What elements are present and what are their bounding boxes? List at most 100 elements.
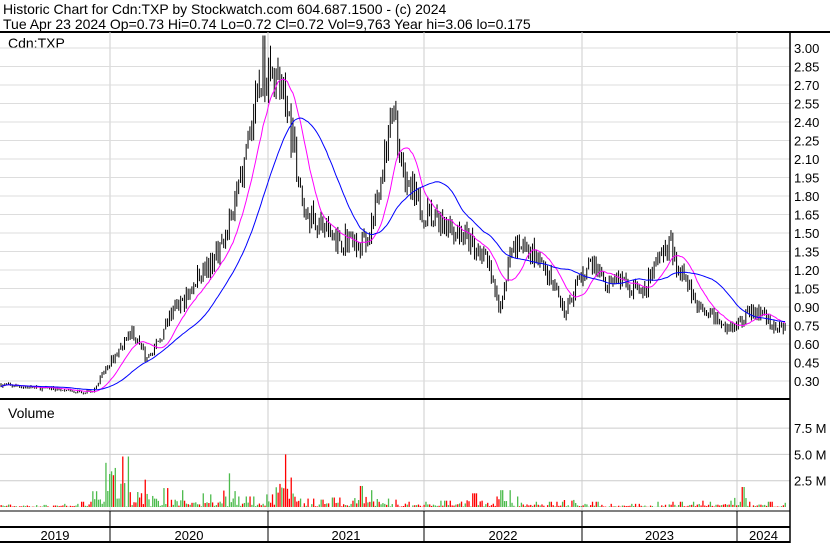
- volume-bar: [161, 505, 163, 507]
- volume-bar: [105, 462, 107, 507]
- volume-bar: [777, 506, 779, 507]
- volume-bar: [644, 505, 646, 507]
- volume-bar: [22, 505, 25, 507]
- volume-bar: [533, 504, 536, 507]
- volume-bar: [361, 485, 363, 507]
- volume-bar: [402, 506, 405, 507]
- price-tick-label: 0.45: [794, 356, 819, 371]
- volume-bar: [492, 503, 494, 507]
- volume-bar: [363, 503, 365, 507]
- volume-bar: [414, 505, 416, 507]
- volume-bar: [500, 490, 502, 507]
- volume-bar: [266, 494, 268, 507]
- volume-bar: [719, 505, 721, 507]
- volume-bar: [221, 503, 223, 507]
- volume-bar: [438, 505, 440, 507]
- price-tick-label: 1.65: [794, 208, 819, 223]
- volume-bar: [593, 505, 596, 507]
- volume-bar: [288, 498, 290, 507]
- volume-bar: [451, 505, 453, 507]
- volume-bar: [225, 496, 227, 507]
- volume-bar: [758, 504, 760, 507]
- volume-bar: [191, 502, 193, 507]
- volume-bar: [539, 505, 541, 507]
- volume-bar: [715, 504, 717, 507]
- volume-bar: [677, 504, 680, 507]
- volume-bar: [709, 501, 712, 507]
- volume-bar: [86, 505, 88, 507]
- volume-bar: [747, 505, 749, 507]
- volume-bar: [590, 505, 592, 507]
- volume-bar: [339, 497, 341, 507]
- volume-bar: [603, 506, 605, 507]
- price-tick-label: 2.40: [794, 115, 819, 130]
- volume-bar: [129, 492, 131, 507]
- volume-bar: [436, 505, 438, 507]
- volume-bar: [354, 498, 356, 507]
- year-label: 2022: [489, 528, 518, 543]
- volume-bar: [219, 501, 221, 507]
- price-tick-label: 1.80: [794, 189, 819, 204]
- volume-bar: [631, 503, 633, 507]
- volume-bar: [429, 504, 431, 507]
- volume-bar: [526, 504, 528, 507]
- volume-bar: [195, 502, 197, 507]
- volume-bar: [565, 506, 567, 507]
- volume-bar: [140, 493, 143, 507]
- volume-bar: [185, 503, 188, 507]
- volume-bar: [146, 493, 148, 507]
- volume-bar: [464, 503, 466, 507]
- volume-bar: [152, 495, 154, 507]
- volume-bar: [447, 505, 450, 507]
- volume-bar: [386, 504, 388, 507]
- volume-bar: [240, 505, 242, 507]
- volume-bar: [58, 506, 60, 507]
- volume-bar: [290, 477, 292, 507]
- volume-bar: [28, 506, 30, 507]
- volume-bar: [241, 503, 244, 507]
- volume-bar: [322, 499, 324, 507]
- volume-bar: [737, 505, 740, 507]
- volume-bar: [316, 506, 319, 507]
- volume-bar: [706, 506, 708, 507]
- volume-bar: [756, 505, 758, 507]
- volume-bar: [260, 505, 262, 507]
- volume-bar: [728, 504, 730, 507]
- volume-bar: [629, 505, 631, 507]
- volume-bar: [623, 505, 625, 507]
- volume-bar: [77, 503, 79, 507]
- volume-bar: [180, 500, 182, 507]
- volume-bar: [135, 502, 137, 507]
- volume-bar: [170, 499, 173, 507]
- volume-bar: [696, 504, 698, 507]
- volume-bar: [198, 504, 201, 507]
- volume-bar: [163, 488, 165, 507]
- volume-bar: [69, 505, 72, 507]
- price-tick-label: 2.85: [794, 60, 819, 75]
- volume-bar: [13, 506, 15, 507]
- volume-bar: [372, 501, 375, 507]
- volume-bar: [133, 502, 135, 507]
- volume-bar: [210, 494, 212, 507]
- volume-bar: [19, 506, 21, 507]
- volume-bar: [82, 501, 85, 507]
- volume-bar: [745, 498, 747, 507]
- volume-bar: [273, 504, 276, 507]
- symbol-label: Cdn:TXP: [8, 35, 65, 51]
- volume-bar: [707, 504, 710, 507]
- volume-bar: [157, 500, 159, 507]
- volume-bar: [412, 505, 414, 507]
- volume-bar: [764, 504, 766, 507]
- volume-bar: [269, 502, 272, 507]
- volume-bar: [406, 504, 408, 507]
- volume-bar: [445, 500, 448, 507]
- volume-bar: [223, 490, 225, 507]
- volume-tick-label: 5.0 M: [794, 447, 827, 462]
- volume-bar: [230, 502, 232, 507]
- volume-bar: [234, 491, 236, 507]
- volume-bar: [700, 505, 702, 507]
- volume-bar: [15, 506, 17, 507]
- volume-bar: [415, 505, 418, 507]
- volume-bar: [174, 499, 176, 507]
